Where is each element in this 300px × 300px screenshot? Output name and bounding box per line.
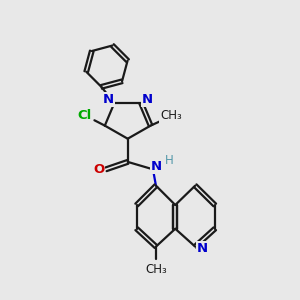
Text: CH₃: CH₃ [146, 263, 167, 276]
Text: O: O [93, 164, 104, 176]
Text: N: N [142, 93, 153, 106]
Text: N: N [197, 242, 208, 255]
Text: N: N [151, 160, 162, 173]
Text: H: H [165, 154, 174, 167]
Text: N: N [103, 93, 114, 106]
Text: CH₃: CH₃ [160, 109, 182, 122]
Text: Cl: Cl [77, 109, 91, 122]
